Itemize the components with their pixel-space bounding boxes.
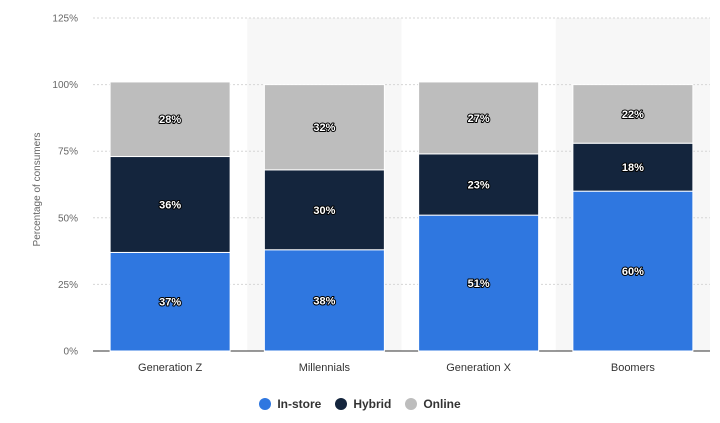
data-label-hybrid-1: 30% (313, 205, 335, 217)
legend-dot-in-store (259, 398, 272, 410)
chart-legend: In-store Hybrid Online (0, 397, 720, 411)
legend-item-in-store[interactable]: In-store (259, 397, 321, 411)
bar-hybrid-3 (572, 142, 694, 192)
data-label-hybrid-0: 36% (159, 199, 181, 211)
legend-label-online: Online (423, 397, 461, 411)
data-label-in-store-2: 51% (468, 278, 490, 290)
bar-online-1 (263, 84, 385, 171)
bar-in-store-3 (572, 190, 694, 352)
legend-item-hybrid[interactable]: Hybrid (335, 397, 391, 411)
data-label-hybrid-3: 18% (622, 162, 644, 174)
bar-online-3 (572, 84, 694, 144)
bar-hybrid-0 (109, 156, 231, 253)
bar-in-store-2 (418, 214, 540, 352)
bar-online-2 (418, 81, 540, 155)
y-tick-label-4: 100% (52, 80, 78, 91)
x-tick-label-3: Boomers (611, 362, 656, 374)
y-tick-label-2: 50% (58, 213, 78, 224)
x-tick-label-0: Generation Z (138, 362, 202, 374)
data-label-online-1: 32% (313, 122, 335, 134)
y-axis-title: Percentage of consumers (32, 133, 43, 247)
data-label-online-0: 28% (159, 114, 181, 126)
y-tick-label-5: 125% (52, 14, 78, 25)
data-label-online-3: 22% (622, 109, 644, 121)
data-label-online-2: 27% (468, 113, 490, 125)
legend-label-in-store: In-store (277, 397, 322, 411)
y-tick-label-0: 0% (64, 347, 79, 358)
bar-hybrid-1 (263, 169, 385, 251)
data-label-in-store-0: 37% (159, 297, 181, 309)
legend-dot-online (405, 398, 418, 410)
bar-in-store-1 (263, 249, 385, 352)
x-tick-label-2: Generation X (446, 362, 511, 374)
x-tick-label-1: Millennials (299, 362, 351, 374)
data-label-hybrid-2: 23% (468, 180, 490, 192)
y-tick-label-3: 75% (58, 147, 78, 158)
legend-label-hybrid: Hybrid (353, 397, 392, 411)
bar-hybrid-2 (418, 153, 540, 216)
bar-online-0 (109, 81, 231, 158)
data-label-in-store-1: 38% (313, 295, 335, 307)
y-tick-label-1: 25% (58, 280, 78, 291)
legend-item-online[interactable]: Online (405, 397, 461, 411)
legend-dot-hybrid (335, 398, 348, 410)
data-label-in-store-3: 60% (622, 266, 644, 278)
